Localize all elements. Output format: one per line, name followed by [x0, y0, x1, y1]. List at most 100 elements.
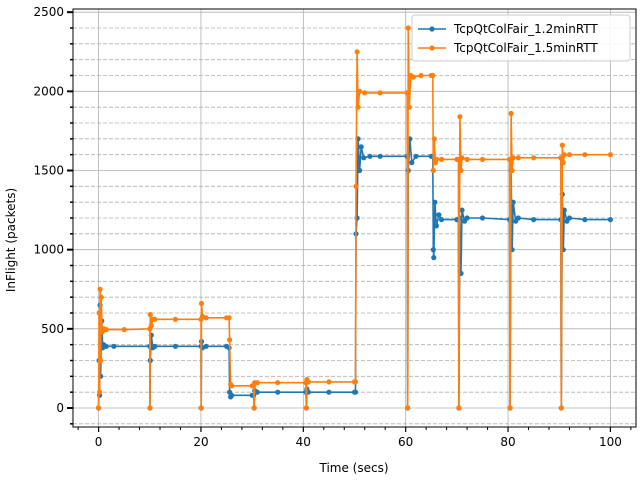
y-tick-label: 500 [41, 322, 64, 336]
data-point [507, 405, 513, 411]
data-point [508, 110, 514, 117]
data-point [406, 104, 412, 110]
data-point [354, 49, 360, 55]
x-tick-label: 100 [599, 435, 622, 449]
data-point [510, 199, 516, 205]
data-point [362, 90, 368, 96]
data-point [515, 155, 521, 161]
data-point [558, 155, 564, 161]
data-point [152, 316, 158, 322]
data-point [433, 156, 439, 162]
data-point [558, 405, 564, 411]
data-point [352, 389, 359, 395]
x-tick-label: 20 [193, 435, 208, 449]
data-point [377, 153, 383, 159]
data-point [121, 327, 127, 333]
data-point [198, 300, 205, 307]
data-point [559, 142, 565, 148]
data-point [275, 380, 281, 386]
data-point [358, 144, 364, 150]
data-point [418, 72, 424, 79]
y-tick-label: 2500 [33, 5, 64, 19]
data-point [566, 152, 573, 158]
data-point [409, 160, 415, 166]
data-point [531, 155, 537, 161]
data-point [229, 392, 235, 398]
y-axis-label: InFlight (packets) [4, 188, 18, 292]
data-point [172, 316, 178, 322]
data-point [479, 215, 486, 221]
data-point [303, 405, 309, 411]
data-point [103, 343, 109, 349]
data-point [607, 217, 614, 223]
data-point [582, 152, 588, 158]
data-point [431, 255, 437, 261]
axis-ticks: 0 500 1000 1500 2000 2500 0 20 40 60 80 100 [33, 5, 632, 449]
data-point [357, 88, 363, 94]
y-tick-label: 2000 [33, 84, 64, 98]
data-point [560, 160, 566, 166]
data-point [431, 136, 437, 142]
data-point [226, 315, 232, 321]
data-point [98, 294, 104, 300]
y-tick-label: 1500 [33, 164, 64, 178]
y-tick-label: 0 [56, 401, 64, 415]
data-point [103, 327, 109, 333]
data-point [464, 215, 470, 221]
data-point [413, 153, 419, 159]
data-point [254, 389, 260, 395]
data-point [458, 167, 464, 174]
data-point [479, 156, 486, 162]
data-point [98, 357, 104, 364]
data-point [607, 152, 614, 158]
data-point [227, 337, 233, 343]
data-point [457, 114, 463, 120]
data-point [357, 167, 363, 174]
x-tick-label: 40 [296, 435, 311, 449]
grid [73, 9, 636, 427]
data-point [172, 343, 178, 349]
data-point [410, 74, 416, 80]
x-tick-label: 60 [398, 435, 413, 449]
data-point [96, 310, 102, 316]
data-point [367, 153, 373, 159]
data-point [229, 383, 235, 389]
legend-label: TcpQtColFair_1.2minRTT [453, 22, 598, 36]
x-tick-label: 80 [500, 435, 515, 449]
data-point [251, 405, 257, 411]
data-point [430, 247, 436, 253]
data-point [361, 155, 367, 161]
data-point [438, 217, 445, 223]
data-point [430, 167, 436, 174]
data-point [96, 405, 102, 411]
data-point [433, 223, 439, 229]
data-point [561, 152, 567, 158]
plot-area [96, 25, 614, 411]
data-point [405, 25, 411, 31]
y-tick-label: 1000 [33, 243, 64, 257]
data-point [97, 389, 103, 395]
data-point [456, 405, 462, 411]
data-point [404, 90, 410, 96]
data-point [148, 323, 154, 329]
data-point [561, 207, 567, 213]
data-point [459, 155, 465, 161]
data-point [377, 90, 383, 96]
data-point [111, 343, 117, 349]
data-point [353, 183, 359, 189]
data-point [203, 343, 209, 349]
x-tick-label: 0 [95, 435, 103, 449]
legend-marker [429, 45, 435, 51]
data-point [459, 207, 465, 213]
data-point [97, 286, 103, 292]
data-point [515, 215, 521, 221]
data-point [152, 343, 158, 349]
data-point [275, 389, 281, 395]
data-point [464, 156, 470, 162]
data-point [254, 380, 260, 386]
data-point [305, 379, 311, 385]
data-point [566, 215, 573, 221]
data-point [326, 389, 332, 395]
